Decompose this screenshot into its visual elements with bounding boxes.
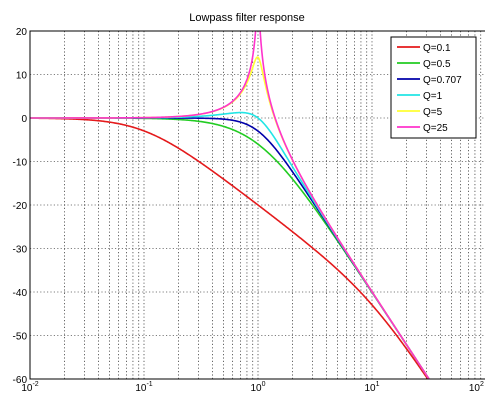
x-tick-label: 102: [469, 381, 484, 392]
y-tick-label: -50: [13, 332, 28, 343]
legend-label: Q=0.5: [423, 59, 451, 70]
x-tick-label: 10-2: [21, 381, 38, 392]
legend: Q=0.1 Q=0.5 Q=0.707 Q=1 Q=5 Q=25: [390, 36, 477, 139]
legend-label: Q=0.1: [423, 43, 451, 54]
x-tick-label: 101: [364, 381, 379, 392]
y-tick-label: 20: [16, 27, 28, 38]
y-tick-label: 0: [21, 114, 27, 125]
x-tick-label: 100: [250, 381, 265, 392]
legend-label: Q=25: [423, 123, 448, 134]
y-tick-label: -40: [13, 288, 28, 299]
legend-box: [390, 36, 477, 139]
y-tick-label: -20: [13, 201, 28, 212]
axes-frame: [29, 30, 485, 380]
y-tick-label: 10: [16, 71, 28, 82]
y-tick-label: -10: [13, 158, 28, 169]
y-tick-label: -60: [13, 375, 28, 386]
y-tick-label: -30: [13, 245, 28, 256]
series-line-q-25: [30, 31, 430, 379]
series-layer: [30, 31, 430, 379]
legend-label: Q=0.707: [423, 75, 462, 86]
legend-label: Q=5: [423, 107, 443, 118]
x-tick-labels: 10-2 10-1 100 101 102: [21, 381, 484, 394]
x-tick-label: 10-1: [135, 381, 152, 392]
series-line-q-0-1: [30, 117, 429, 379]
chart-title: Lowpass filter response: [189, 12, 305, 24]
legend-label: Q=1: [423, 91, 443, 102]
y-tick-labels: 20 10 0 -10 -20 -30 -40 -50 -60: [13, 27, 28, 386]
